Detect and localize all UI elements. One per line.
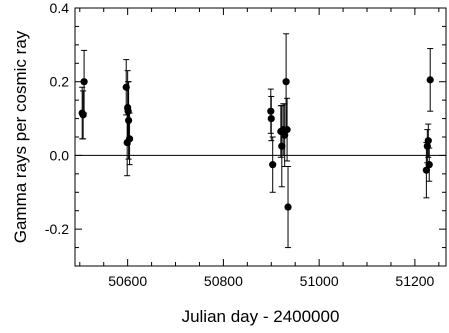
data-point (426, 48, 434, 112)
data-point (269, 136, 277, 193)
data-point (423, 129, 431, 164)
data-marker (425, 161, 433, 169)
x-tick-label: 50800 (204, 273, 243, 289)
axis-tick-labels: 50600 50800 51000 51200 -0.2 0.0 0.2 0.4 (45, 0, 435, 289)
data-marker (282, 78, 290, 86)
data-point (125, 112, 134, 166)
data-marker (80, 78, 88, 86)
y-tick-label: 0.2 (50, 74, 70, 90)
y-tick-label: 0.4 (50, 0, 70, 16)
data-marker (269, 161, 277, 169)
data-marker (125, 116, 133, 125)
data-marker (422, 166, 430, 174)
data-point (424, 123, 432, 158)
data-marker (426, 76, 434, 84)
data-point (425, 147, 433, 182)
x-tick-label: 51000 (300, 273, 339, 289)
x-axis-title: Julian day - 2400000 (182, 307, 340, 326)
y-axis-title: Gamma rays per cosmic ray (11, 30, 30, 243)
data-point (284, 165, 292, 249)
data-marker (267, 114, 275, 123)
plot-area: 50600 50800 51000 51200 -0.2 0.0 0.2 0.4 (45, 0, 447, 289)
y-tick-label: -0.2 (45, 221, 69, 237)
data-point (79, 90, 87, 140)
data-point (283, 97, 291, 162)
x-tick-label: 50600 (108, 273, 147, 289)
data-point (125, 81, 133, 160)
data-marker (424, 137, 432, 145)
data-marker (283, 126, 291, 134)
y-tick-label: 0.0 (50, 147, 70, 163)
data-marker (284, 203, 292, 211)
axis-ticks (75, 7, 446, 267)
x-tick-label: 51200 (395, 273, 434, 289)
data-marker (79, 111, 87, 119)
data-point (267, 95, 275, 142)
data-point (80, 49, 88, 114)
data-marker (125, 135, 134, 143)
data-marker (281, 131, 289, 139)
data-points (78, 33, 434, 249)
